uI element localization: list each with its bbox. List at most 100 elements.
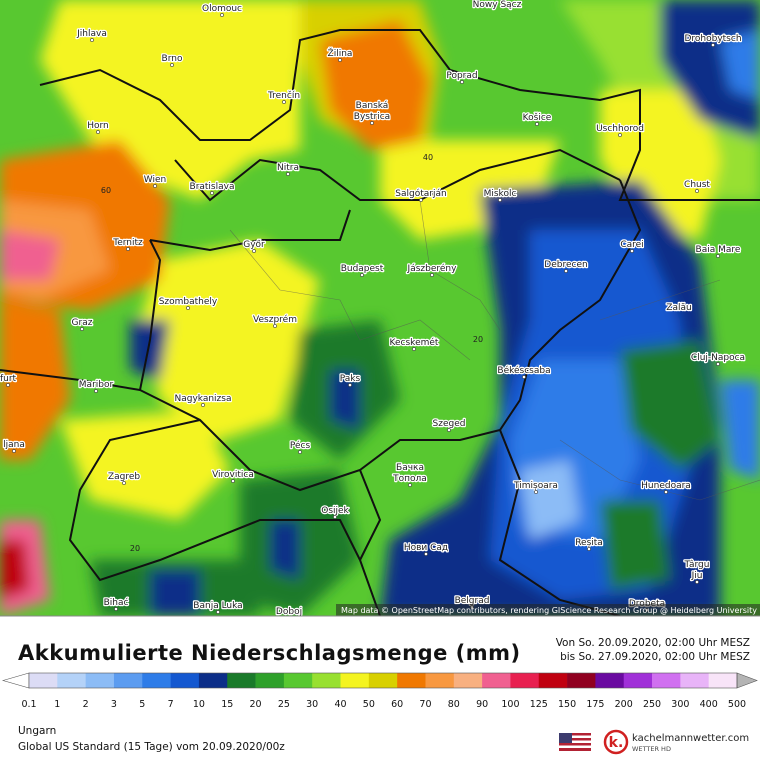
city-label: Miskolc [484,189,517,199]
city-dot [252,249,256,253]
scale-segment [170,673,200,688]
scale-tick-label: 500 [728,699,746,710]
city-dot [370,121,374,125]
city-label: Győr [243,240,265,250]
city-dot [430,273,434,277]
scale-tick-label: 5 [139,699,145,710]
city-label: Virovitica [212,470,254,480]
city-dot [273,324,277,328]
scale-tick-label: 100 [501,699,519,710]
scale-tick-label: 90 [476,699,488,710]
city-label: Carei [620,240,643,250]
city-label: Doboj [276,607,302,617]
scale-segment [680,673,709,688]
city-dot [80,327,84,331]
city-label: Banja Luka [193,601,242,611]
city-dot [287,616,290,619]
scale-segment [567,673,596,688]
city-label: Bihać [104,597,129,608]
city-dot [695,580,699,584]
city-label: Târgu [684,560,710,570]
city-label: Hunedoara [641,481,691,491]
city-dot [630,249,634,253]
city-label: Ternitz [112,238,143,248]
city-label: Žilina [328,47,353,59]
city-dot [716,362,720,366]
city-dot [96,130,100,134]
scale-tick-label: 175 [586,699,604,710]
model: Global US Standard (15 Tage) vom 20.09.2… [18,741,285,753]
city-label: Baia Mare [696,245,741,255]
city-dot [12,449,16,453]
logo [603,729,629,755]
city-label: Wien [144,175,166,185]
contour-label: 20 [473,335,483,344]
scale-segment [198,673,228,688]
scale-segment [255,673,285,688]
city-label: Nagykanizsa [175,394,232,404]
region-lines [229,199,760,501]
city-dot [716,254,720,258]
scale-tick-label: 150 [558,699,576,710]
scale-segment [227,673,256,688]
scale-segment [340,673,370,688]
city-label: Нови Сад [404,543,448,553]
color-scale: 0.1 1 2 3 5 7 10 15 20 25 30 40 50 60 70 80 90 100 125 150 1… [1,672,758,710]
scale-segment [142,673,171,688]
city-dot [231,479,235,483]
scale-tick-label: 7 [168,699,174,710]
scale-tick-label: 30 [306,699,318,710]
city-label: Jihlava [76,29,107,39]
city-label: Graz [72,318,93,328]
scale-segment [510,673,540,688]
city-dot [122,481,126,485]
scale-segment [312,673,341,688]
scale-segment [397,673,426,688]
city-dot [210,191,214,195]
city-label: Zagreb [108,472,140,482]
city-label: Jiu [691,571,703,581]
scale-high-arrow [736,672,758,689]
scale-segment [85,673,115,688]
attribution-bg [336,604,760,616]
city-label: Brno [162,54,183,64]
city-dot [711,43,715,47]
city-label: Banská [356,101,389,111]
city-label: Kecskemét [390,337,439,348]
city-dot [126,247,130,251]
city-label: Jászberény [407,263,458,274]
scale-segment [283,673,313,688]
city-dot [153,184,157,188]
city-label: Bystrica [354,112,390,122]
city-label: Salgótarján [395,188,446,199]
city-label: Paks [340,374,361,384]
period-to: bis So. 27.09.2020, 02:00 Uhr MESZ [560,651,750,663]
city-label: Horn [87,121,109,131]
city-label: Budapest [341,264,384,274]
city-label: Chust [684,180,710,190]
city-dot [564,269,568,273]
scale-tick-label: 2 [83,699,89,710]
city-label: Zalău [666,303,691,313]
city-dot [618,133,622,137]
contour-label: 20 [130,544,140,553]
scale-tick-label: 15 [221,699,233,710]
city-label: Бачка [396,463,424,473]
city-dot [535,122,539,126]
city-dot [587,547,591,551]
scale-segment [57,673,86,688]
scale-tick-label: 50 [363,699,375,710]
logo-letter: k. [609,735,624,751]
scale-tick-label: 70 [419,699,431,710]
city-dot [522,375,526,379]
contour-label: 40 [423,153,433,162]
scale-tick-label: 1 [54,699,60,710]
scale-tick-label: 60 [391,699,403,710]
contour-label: 60 [101,186,111,195]
scale-segment [595,673,625,688]
scale-segment [113,673,143,688]
city-dot [348,383,352,387]
attribution: Map data © OpenStreetMap contributors, r… [341,606,757,615]
brand[interactable]: kachelmannwetter.com [632,733,749,744]
